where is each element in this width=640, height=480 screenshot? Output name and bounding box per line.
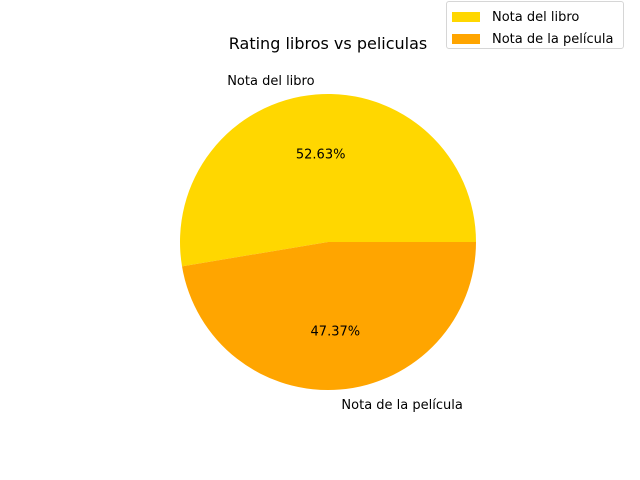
legend-item-pelicula: Nota de la película <box>452 31 613 47</box>
pie-slice-0 <box>180 94 476 267</box>
legend-swatch-libro <box>452 12 480 22</box>
legend-item-libro: Nota del libro <box>452 9 579 25</box>
pie-pct-label-1: 47.37% <box>311 324 361 339</box>
legend-label-libro: Nota del libro <box>492 9 580 25</box>
legend-swatch-pelicula <box>452 34 480 44</box>
pie-slice-1 <box>182 242 476 391</box>
pie-category-label-0: Nota del libro <box>227 74 314 89</box>
legend: Nota del libro Nota de la película <box>446 1 624 49</box>
pie-category-label-1: Nota de la película <box>341 398 462 413</box>
chart-title: Rating libros vs peliculas <box>229 34 427 53</box>
pie-pct-label-0: 52.63% <box>296 148 346 163</box>
legend-label-pelicula: Nota de la película <box>492 31 614 47</box>
